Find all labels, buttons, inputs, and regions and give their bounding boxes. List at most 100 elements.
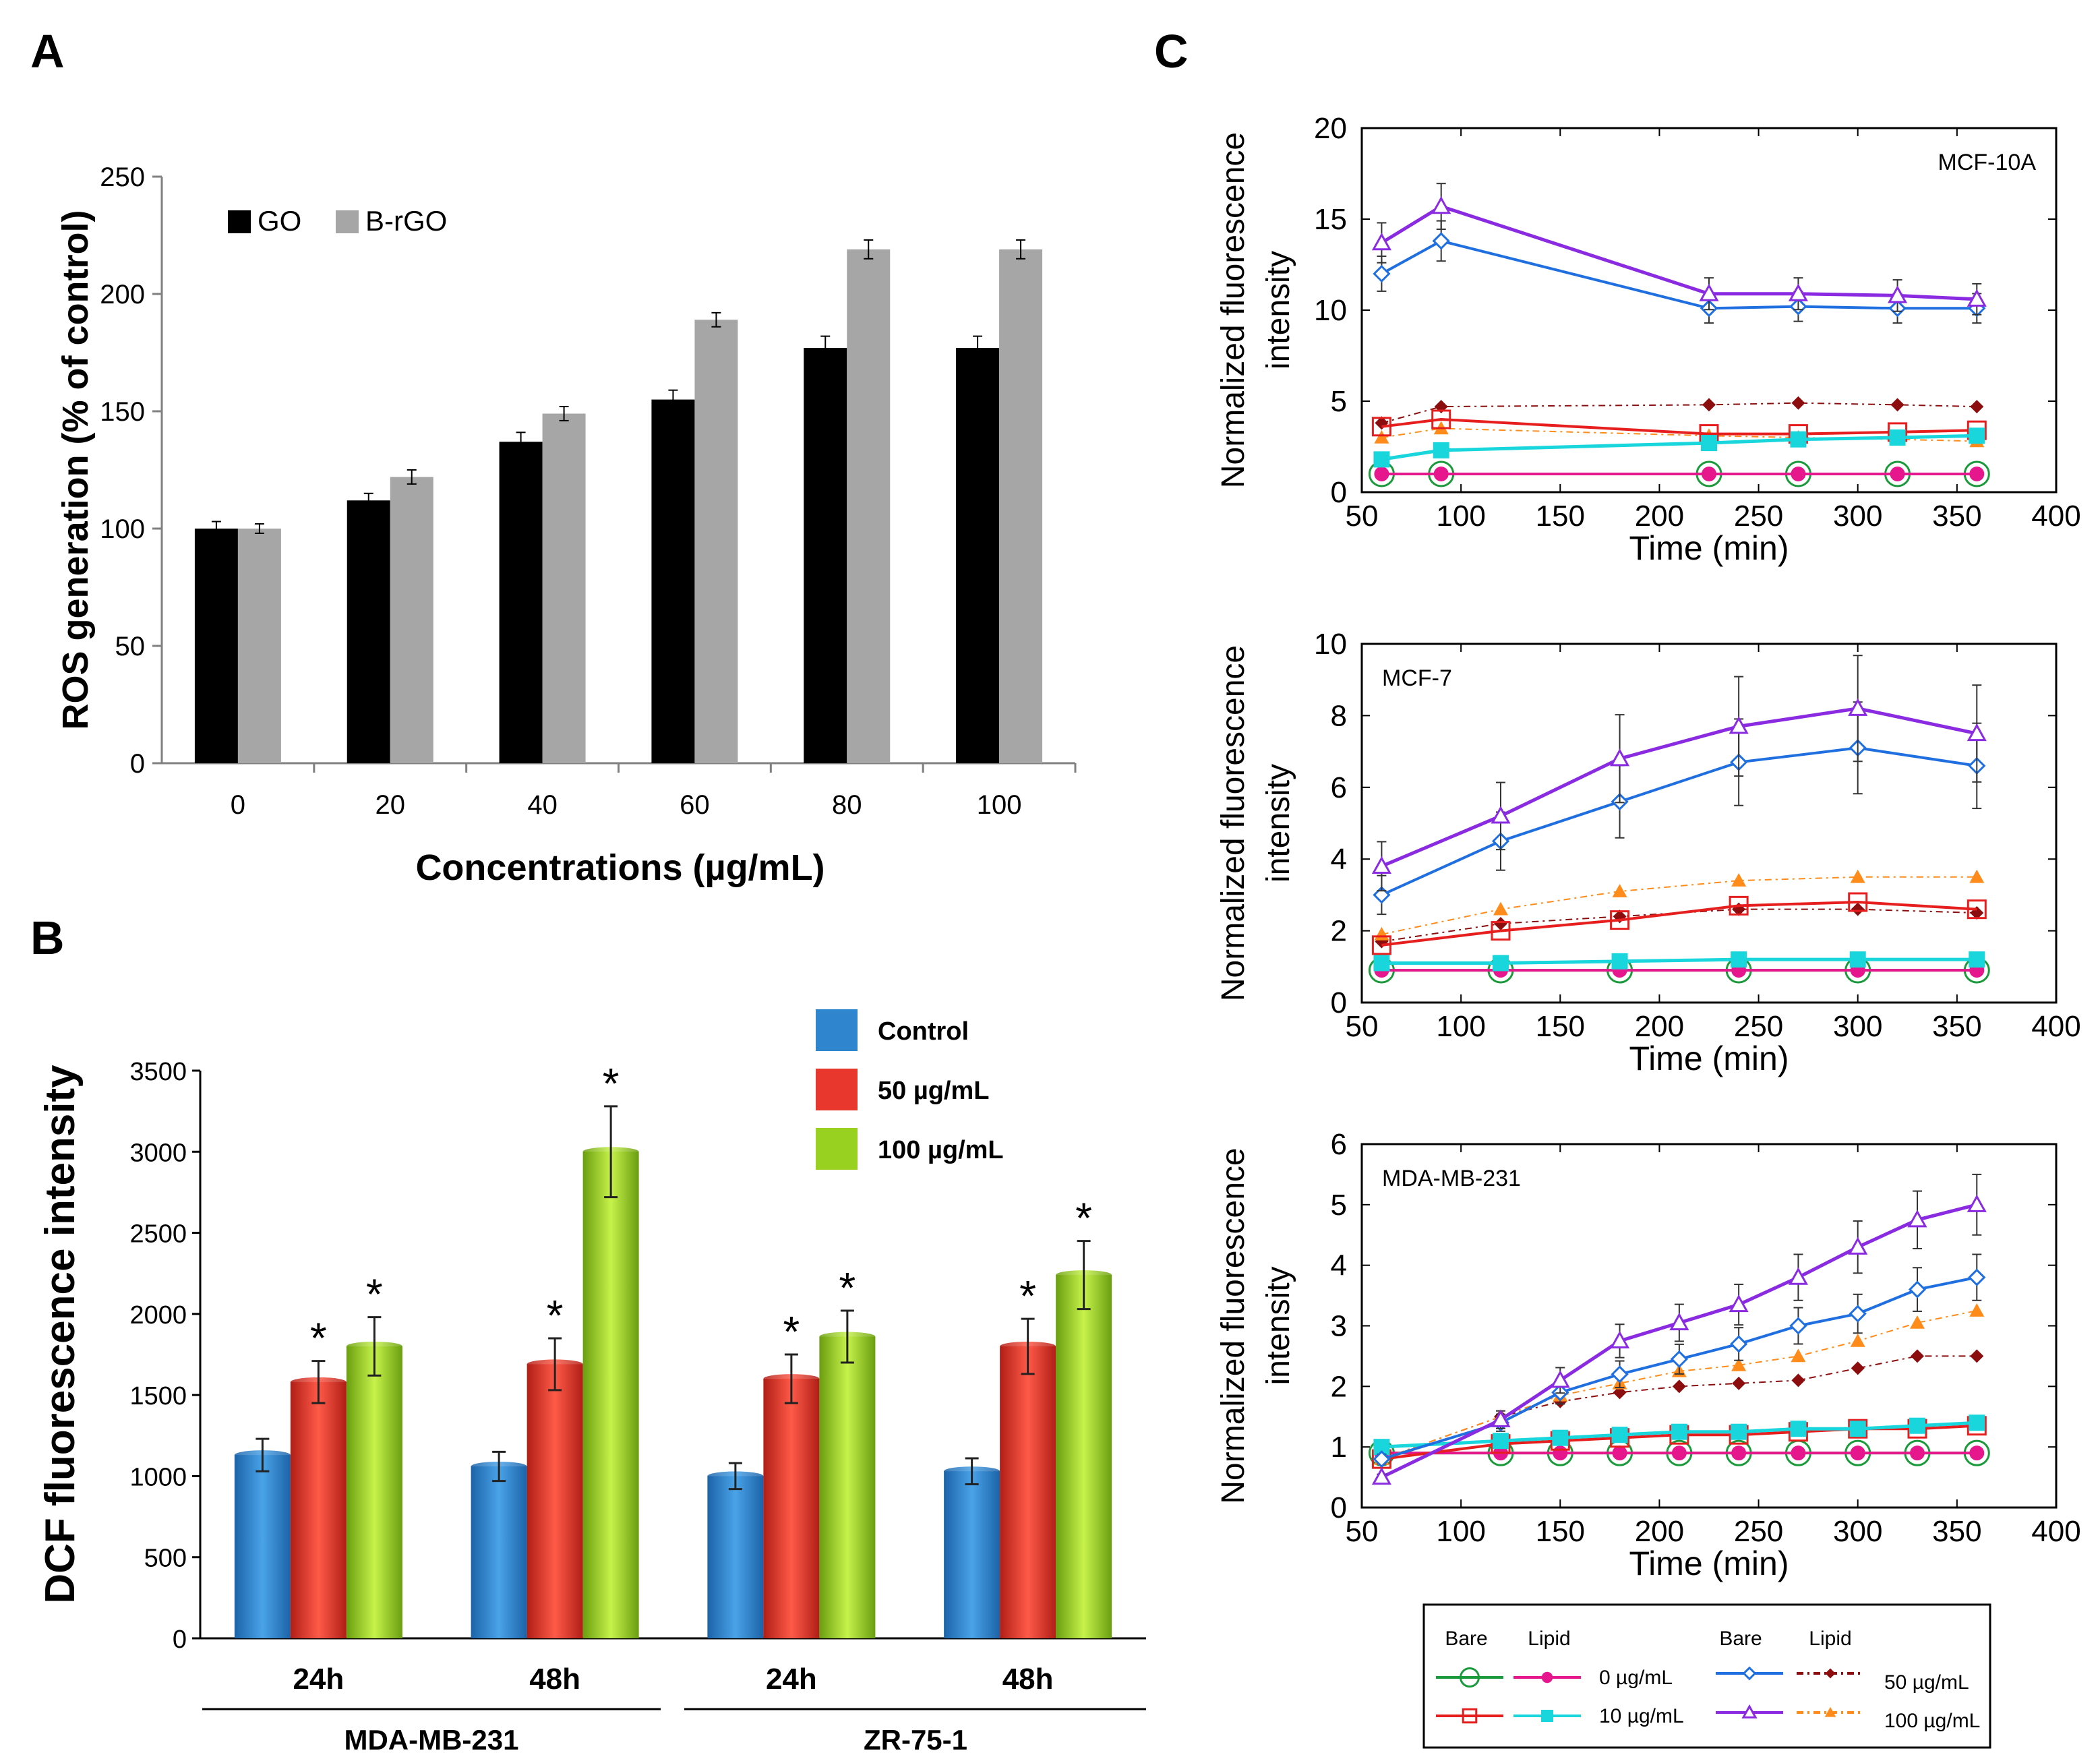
bar	[804, 348, 847, 763]
y-tick-label: 3	[1331, 1310, 1347, 1343]
bar	[194, 529, 238, 763]
x-axis-title: Concentrations (µg/mL)	[415, 847, 824, 888]
marker	[1731, 1445, 1747, 1461]
marker	[1790, 1421, 1807, 1437]
x-tick-label: 400	[2031, 500, 2080, 533]
marker	[1731, 1423, 1747, 1440]
marker	[1888, 285, 1908, 303]
marker	[1702, 467, 1716, 481]
x-tick-label: 400	[2031, 1010, 2080, 1043]
marker	[1969, 1414, 1985, 1431]
marker	[1491, 806, 1511, 824]
bar	[290, 1381, 347, 1638]
legend-label: B-rGO	[365, 205, 447, 237]
marker	[1791, 396, 1805, 410]
y-tick-label: 6	[1331, 771, 1347, 804]
marker	[1850, 869, 1865, 883]
y-tick-label: 0	[130, 749, 145, 779]
y-axis-title: intensity	[1261, 1266, 1296, 1385]
bar	[346, 1346, 402, 1638]
y-tick-label: 0	[173, 1626, 187, 1654]
marker	[1493, 901, 1508, 916]
bar	[1000, 1346, 1056, 1638]
marker	[1849, 951, 1866, 968]
x-tick-label: 300	[1833, 1515, 1882, 1548]
marker	[1732, 1376, 1746, 1390]
marker	[1702, 398, 1716, 412]
y-tick-label: 150	[100, 397, 145, 427]
series-line	[1381, 1310, 1977, 1460]
marker	[1432, 232, 1450, 250]
cell-line-label: MCF-10A	[1938, 150, 2037, 175]
bar	[471, 1466, 527, 1638]
x-tick-label: 100	[1436, 1010, 1485, 1043]
y-tick-label: 1500	[129, 1382, 187, 1410]
significance-star: *	[839, 1263, 856, 1312]
series-line	[1381, 707, 1977, 868]
series-line	[1381, 1421, 1977, 1449]
series-line	[1381, 1355, 1977, 1460]
marker	[1374, 430, 1389, 444]
panel-c-label: C	[1154, 25, 1189, 78]
x-tick-label: 350	[1932, 500, 1981, 533]
y-axis-title: intensity	[1261, 251, 1296, 369]
series-line	[1381, 239, 1977, 310]
significance-star: *	[603, 1059, 620, 1108]
y-tick-label: 0	[1331, 1491, 1347, 1524]
y-tick-label: 250	[100, 162, 145, 192]
bar	[847, 249, 891, 763]
x-tick-label: 350	[1932, 1010, 1981, 1043]
bar	[763, 1379, 820, 1638]
cell-line-label: MCF-7	[1382, 665, 1452, 691]
series-line	[1381, 901, 1977, 947]
bar	[237, 529, 281, 763]
group-label: MDA-MB-231	[344, 1724, 518, 1756]
marker	[1910, 1315, 1925, 1329]
marker	[1371, 935, 1391, 955]
marker	[1371, 233, 1391, 251]
chart-c-mda-mb-231: 50 100 150 200 250 300 350 400 0 1 2 3 4 5 6 MDA-MB-231…	[1216, 1128, 2081, 1582]
x-tick-label: 48h	[529, 1663, 580, 1696]
marker	[1610, 1330, 1630, 1349]
marker	[1967, 289, 1987, 307]
marker	[1433, 467, 1449, 481]
marker	[1699, 283, 1719, 301]
x-tick-label: 250	[1734, 500, 1783, 533]
marker	[1541, 1710, 1553, 1722]
series-line	[1381, 1276, 1977, 1461]
marker	[1541, 1671, 1553, 1683]
x-tick-label: 80	[832, 790, 862, 820]
marker	[1851, 1361, 1865, 1375]
series-line	[1381, 417, 1977, 436]
marker	[1671, 1423, 1687, 1440]
panel-a-label: A	[30, 25, 65, 78]
marker	[1729, 1294, 1749, 1313]
y-tick-label: 6	[1331, 1128, 1347, 1161]
bar	[999, 249, 1043, 763]
marker	[1431, 409, 1451, 429]
x-tick-label: 200	[1635, 1515, 1684, 1548]
marker	[1374, 467, 1389, 481]
marker	[1970, 1349, 1984, 1363]
marker	[1491, 1409, 1511, 1427]
x-axis-title: Time (min)	[1629, 529, 1789, 567]
marker	[1371, 417, 1391, 437]
marker	[1850, 1445, 1865, 1461]
marker	[1672, 1379, 1686, 1394]
marker	[1373, 451, 1390, 468]
significance-star: *	[1075, 1194, 1092, 1243]
x-axis-title: Time (min)	[1629, 1545, 1789, 1582]
marker	[1889, 429, 1906, 446]
x-axis-title: Time (min)	[1629, 1040, 1789, 1077]
series-line	[1381, 402, 1977, 424]
y-tick-label: 1	[1331, 1431, 1347, 1464]
marker	[1493, 955, 1509, 972]
group-label: ZR-75-1	[864, 1724, 967, 1756]
x-tick-label: 100	[1436, 1515, 1485, 1548]
marker	[1908, 1280, 1927, 1299]
marker	[1460, 1667, 1480, 1688]
legend-swatch	[816, 1009, 858, 1051]
significance-star: *	[366, 1270, 383, 1319]
x-tick-label: 50	[1346, 500, 1379, 533]
bar	[956, 348, 1000, 763]
